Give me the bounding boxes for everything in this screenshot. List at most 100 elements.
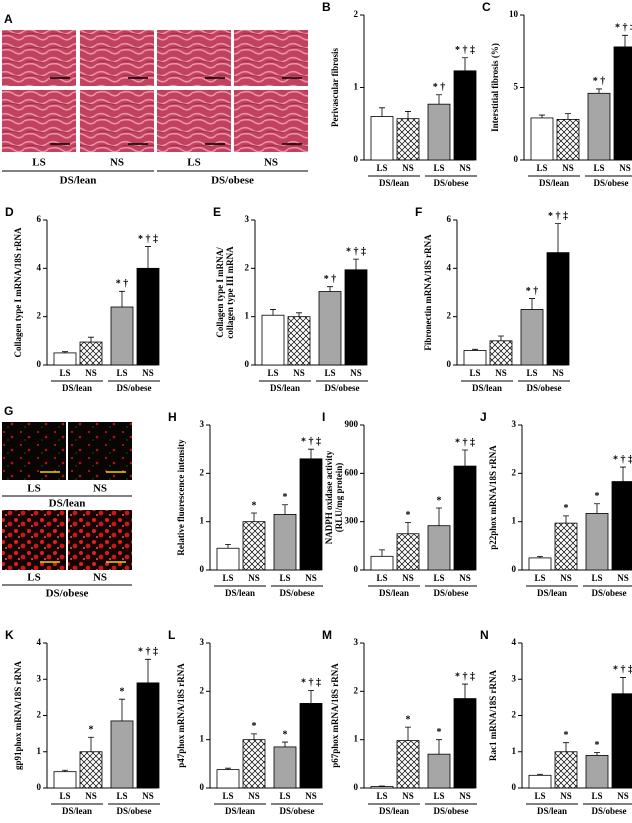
panel-label: J	[480, 410, 487, 424]
error-bar	[555, 223, 561, 253]
bar	[53, 352, 77, 366]
group-label: DS/lean	[225, 588, 255, 598]
x-tick-label: LS	[433, 573, 444, 583]
error-bar	[563, 742, 569, 752]
bar	[136, 267, 160, 366]
y-tick-label: 1	[354, 82, 359, 92]
bar	[53, 771, 77, 789]
x-tick-label: LS	[536, 163, 547, 173]
x-tick-label: NS	[248, 791, 260, 801]
error-bar	[537, 773, 543, 776]
significance: *	[120, 686, 125, 697]
y-tick-label: 0	[354, 782, 359, 792]
error-bar	[62, 351, 68, 353]
bar	[216, 769, 240, 789]
bar	[554, 751, 578, 789]
bar	[530, 117, 554, 161]
x-tick-label: NS	[305, 791, 317, 801]
error-bar	[327, 286, 333, 292]
group-label: DS/lean	[49, 498, 86, 510]
group-label: DS/obese	[591, 806, 626, 816]
x-tick-label: LS	[376, 163, 387, 173]
y-tick-label: 0	[447, 359, 452, 369]
error-bar	[88, 736, 94, 752]
x-tick-label: LS	[222, 573, 233, 583]
micrograph	[2, 422, 66, 480]
y-tick-label: 4	[512, 637, 517, 647]
x-tick-label: LS	[593, 163, 604, 173]
significance: *	[595, 740, 600, 751]
y-tick-label: 6	[37, 214, 42, 224]
significance: *	[89, 725, 94, 736]
y-tick-label: 0	[200, 564, 205, 574]
y-tick-label: 600	[345, 467, 359, 477]
error-bar	[119, 698, 125, 721]
y-tick-label: 0	[37, 782, 42, 792]
x-tick-label: LS	[222, 791, 233, 801]
image-label: LS	[32, 157, 45, 169]
bar	[273, 514, 297, 571]
error-bar	[537, 556, 543, 558]
bar	[110, 306, 134, 366]
y-tick-label: 2	[447, 311, 452, 321]
x-tick-label: NS	[350, 368, 362, 378]
error-bar	[472, 348, 478, 351]
bar	[489, 340, 513, 366]
significance: * † ‡	[455, 45, 475, 56]
x-tick-label: LS	[267, 368, 278, 378]
x-tick-label: NS	[402, 791, 414, 801]
y-tick-label: 3	[200, 637, 205, 647]
x-tick-label: NS	[619, 163, 631, 173]
bar	[453, 70, 477, 161]
x-tick-label: NS	[459, 791, 471, 801]
significance: * † ‡	[613, 454, 632, 465]
y-axis-label: p47phox mRNA/18S rRNA	[176, 663, 186, 768]
significance: *	[406, 510, 411, 521]
significance: * † ‡	[346, 246, 366, 257]
y-tick-label: 300	[345, 516, 359, 526]
bar	[242, 521, 266, 571]
error-bar	[145, 246, 151, 269]
panel-label: M	[322, 628, 332, 642]
y-tick-label: 2	[37, 311, 42, 321]
bar	[396, 118, 420, 161]
group-label: DS/lean	[539, 178, 569, 188]
bar	[546, 252, 570, 366]
y-tick-label: 6	[447, 214, 452, 224]
y-tick-label: 4	[37, 262, 42, 272]
error-bar	[270, 309, 276, 316]
error-bar	[596, 88, 602, 94]
group-label: DS/lean	[225, 806, 255, 816]
y-axis-label: Collagen type I mRNA/	[215, 247, 225, 338]
group-label: DS/lean	[379, 588, 409, 598]
bar	[427, 103, 451, 161]
significance: * † ‡	[301, 678, 321, 689]
micrograph	[68, 422, 132, 480]
panel-label: D	[5, 205, 14, 219]
error-bar	[282, 504, 288, 515]
error-bar	[308, 448, 314, 459]
group-label: DS/obese	[46, 588, 89, 600]
bar	[299, 703, 323, 789]
error-bar	[145, 658, 151, 683]
y-tick-label: 3	[37, 673, 42, 683]
x-tick-label: NS	[617, 791, 629, 801]
group-label: DS/lean	[472, 383, 502, 393]
y-tick-label: 1	[512, 516, 517, 526]
y-axis-label: p22phox mRNA/18S rRNA	[488, 445, 498, 550]
y-tick-label: 1	[37, 746, 42, 756]
group-label: DS/obese	[593, 178, 628, 188]
significance: *	[564, 503, 569, 514]
group-label: DS/lean	[270, 383, 300, 393]
bar	[136, 682, 160, 789]
panel-label: C	[482, 0, 491, 14]
error-bar	[282, 741, 288, 747]
group-label: DS/lean	[62, 806, 92, 816]
y-axis-label: collagen type III mRNA	[225, 246, 235, 339]
bar	[613, 46, 632, 161]
error-bar	[353, 258, 359, 270]
bar	[528, 557, 552, 571]
bar	[396, 740, 420, 789]
micrograph	[157, 90, 231, 152]
